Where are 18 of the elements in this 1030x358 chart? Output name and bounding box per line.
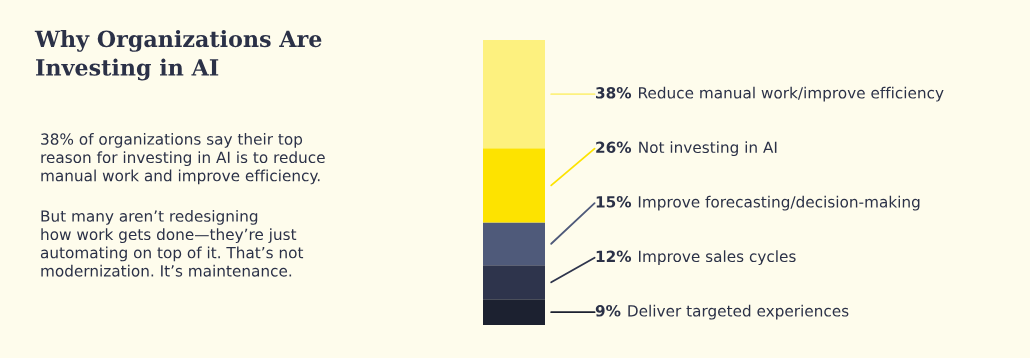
text: Improve forecasting/decision-making [638,195,920,211]
text: But many aren’t redesigning how work gets done—they’re just automating on top of it. That’s not modernization. It’s maintenance. [40,210,304,277]
text: 38% of organizations say their top reason for investing in AI is to reduce manual work and improve efficiency. [41,133,325,185]
text: Reduce manual work/improve efficiency [639,86,944,102]
text: Why Organizations Are Investing in AI [34,30,322,81]
bar [483,265,545,300]
data-label: 9% [595,305,621,317]
bar [483,40,545,149]
bar [483,148,545,223]
text: Deliver targeted experiences [628,304,849,320]
data-label: 26% [596,141,632,154]
data-label: 15% [596,196,632,208]
text: Improve sales cycles [639,250,796,266]
data-label: 12% [596,250,632,263]
bar [483,222,545,266]
data-label: 38% [596,87,632,99]
bar [483,299,545,325]
text: Not investing in AI [639,141,777,157]
